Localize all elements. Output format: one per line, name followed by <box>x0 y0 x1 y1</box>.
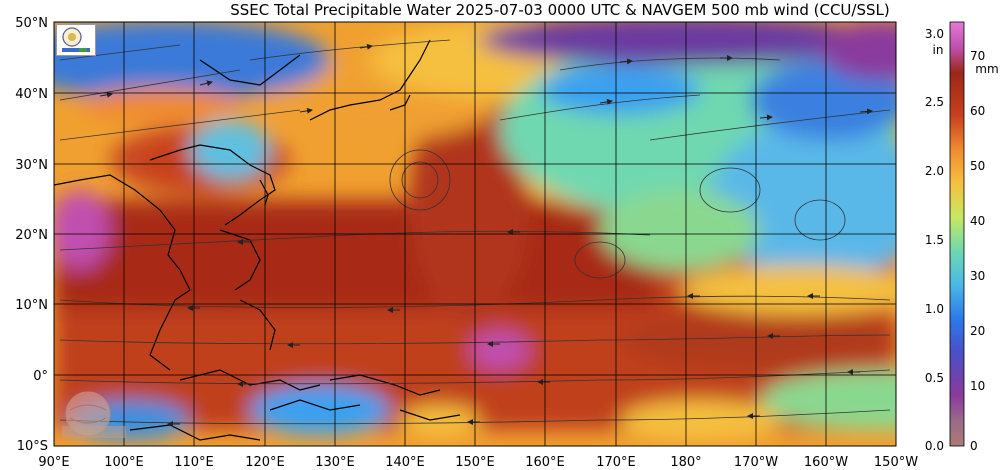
inch-tick: 0.5 <box>925 371 944 385</box>
mm-tick: 70 <box>970 49 985 63</box>
mm-tick: 40 <box>970 214 985 228</box>
longitude-labels: 90°E 100°E 110°E 120°E 130°E 140°E 150°E… <box>38 455 918 470</box>
inch-tick: 3.0 <box>925 27 944 41</box>
inch-tick: 2.5 <box>925 95 944 109</box>
lon-label: 170°E <box>596 455 636 470</box>
lon-label: 180° <box>670 455 701 470</box>
inches-unit: in <box>933 43 944 57</box>
mm-tick: 50 <box>970 159 985 173</box>
lat-label: 20°N <box>15 228 48 243</box>
lon-label: 140°E <box>385 455 425 470</box>
lat-label: 40°N <box>15 87 48 102</box>
mm-tick: 30 <box>970 269 985 283</box>
coastlines <box>54 39 461 441</box>
cimss-globe-icon <box>62 391 126 438</box>
lon-label: 160°E <box>525 455 565 470</box>
latitude-labels: 50°N 40°N 30°N 20°N 10°N 0° 10°S <box>15 16 48 454</box>
lon-label: 150°E <box>455 455 495 470</box>
inch-tick: 0.0 <box>925 439 944 453</box>
colorbar-gradient <box>949 21 965 447</box>
inch-tick: 2.0 <box>925 164 944 178</box>
ssec-logo <box>56 24 96 56</box>
mm-tick: 20 <box>970 324 985 338</box>
lon-label: 130°E <box>315 455 355 470</box>
lon-label: 170°W <box>734 455 778 470</box>
cimss-logo <box>58 386 130 442</box>
lon-label: 120°E <box>245 455 285 470</box>
lon-label: 110°E <box>174 455 214 470</box>
lat-lon-grid <box>54 22 896 446</box>
lon-label: 150°W <box>874 455 918 470</box>
colorbar: in mm 3.0 2.5 2.0 1.5 1.0 0.5 0.0 70 60 … <box>925 21 999 453</box>
ssec-seal-icon <box>62 27 90 52</box>
mm-unit: mm <box>975 62 998 76</box>
mm-tick: 0 <box>970 439 978 453</box>
lat-label: 10°S <box>17 439 48 454</box>
wind-arrows <box>99 43 873 427</box>
inch-tick: 1.0 <box>925 302 944 316</box>
lon-label: 100°E <box>104 455 144 470</box>
lat-label: 10°N <box>15 298 48 313</box>
lat-label: 50°N <box>15 16 48 31</box>
mm-tick: 60 <box>970 104 985 118</box>
map-title: SSEC Total Precipitable Water 2025-07-03… <box>230 1 890 19</box>
lon-label: 90°E <box>38 455 69 470</box>
lat-label: 30°N <box>15 158 48 173</box>
lon-label: 160°W <box>804 455 848 470</box>
mm-tick: 10 <box>970 379 985 393</box>
lat-label: 0° <box>33 369 48 384</box>
inch-tick: 1.5 <box>925 233 944 247</box>
map-frame <box>53 21 897 447</box>
tpw-field <box>54 22 896 446</box>
